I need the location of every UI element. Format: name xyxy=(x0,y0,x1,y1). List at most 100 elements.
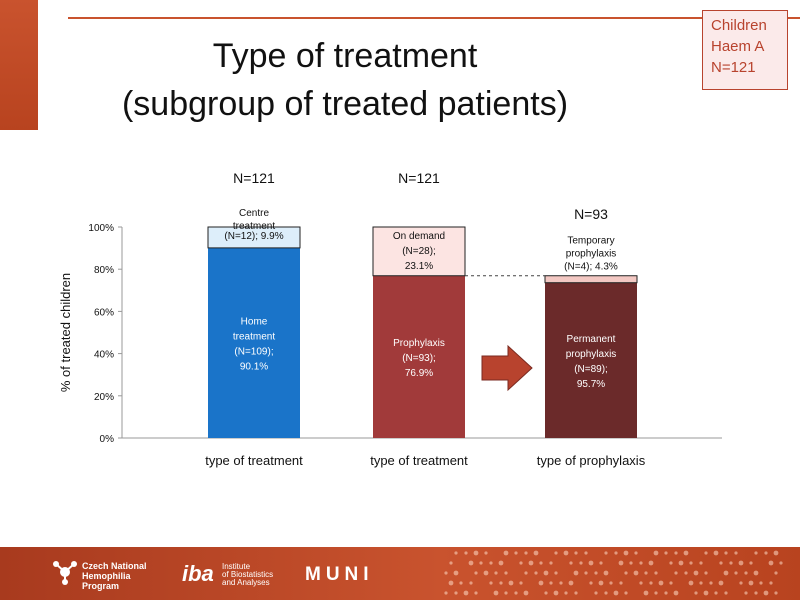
footer-dot xyxy=(629,561,633,565)
footer-dot xyxy=(703,590,709,596)
footer-dot xyxy=(624,571,628,575)
footer-dot xyxy=(713,550,719,556)
footer-dot xyxy=(724,591,728,595)
footer-dot xyxy=(479,561,483,565)
footer-dot xyxy=(528,560,534,566)
footer-dot xyxy=(503,550,509,556)
segment-callout-label: Temporary xyxy=(567,236,614,247)
footer-dot xyxy=(519,561,523,565)
footer-dot xyxy=(723,570,729,576)
footer-dot xyxy=(463,590,469,596)
footer-dot xyxy=(744,591,748,595)
footer-dot xyxy=(739,581,743,585)
sample-size-label: N=121 xyxy=(398,170,440,186)
footer-dot xyxy=(554,571,558,575)
footer-bar: Czech National Hemophilia Program iba In… xyxy=(0,547,800,600)
footer-dot xyxy=(664,591,668,595)
footer-dot xyxy=(719,561,723,565)
footer-dot xyxy=(574,591,578,595)
footer-dot xyxy=(699,581,703,585)
footer-dot xyxy=(718,580,724,586)
footer-dot xyxy=(584,551,588,555)
footer-dot xyxy=(654,571,658,575)
footer-dot xyxy=(559,581,563,585)
segment-label: (N=89); xyxy=(574,364,608,375)
footer-dot xyxy=(714,591,718,595)
y-tick-label: 60% xyxy=(94,307,114,318)
footer-dot xyxy=(694,591,698,595)
sample-size-label: N=93 xyxy=(574,206,608,222)
footer-dot xyxy=(459,581,463,585)
hemophilia-program-name: Czech National Hemophilia Program xyxy=(82,561,147,591)
footer-dot xyxy=(493,590,499,596)
footer-dot xyxy=(729,561,733,565)
footer-dot xyxy=(444,571,448,575)
footer-dot xyxy=(658,580,664,586)
footer-dot xyxy=(588,560,594,566)
footer-dot xyxy=(648,560,654,566)
cohort-line-3: N=121 xyxy=(711,59,756,76)
segment-label: prophylaxis xyxy=(566,349,617,360)
y-tick-label: 100% xyxy=(88,223,114,234)
footer-dot xyxy=(574,551,578,555)
footer-dot xyxy=(448,580,454,586)
footer-dot xyxy=(759,581,763,585)
category-label: type of treatment xyxy=(370,453,468,468)
segment-label: Permanent xyxy=(567,334,616,345)
footer-dot xyxy=(748,580,754,586)
footer-dot xyxy=(643,590,649,596)
right-arrow-icon xyxy=(481,344,533,392)
footer-dot xyxy=(673,590,679,596)
footer-dot xyxy=(514,551,518,555)
footer-dot xyxy=(604,551,608,555)
footer-dot xyxy=(699,561,703,565)
footer-dot xyxy=(779,561,783,565)
footer-dot xyxy=(688,580,694,586)
segment-label: 90.1% xyxy=(240,361,268,372)
footer-dot-pattern xyxy=(444,550,783,596)
segment-label: Home xyxy=(241,316,268,327)
footer-dot xyxy=(453,570,459,576)
footer-dot xyxy=(623,550,629,556)
footer-dot xyxy=(563,550,569,556)
footer-dot xyxy=(614,551,618,555)
footer-dot xyxy=(533,550,539,556)
footer-dot xyxy=(764,551,768,555)
footer-dot xyxy=(678,560,684,566)
footer-dot xyxy=(613,590,619,596)
stacked-bar-chart: 0% 20% 40% 60% 80% 100% % of treated children H… xyxy=(58,170,722,468)
footer-dot xyxy=(624,591,628,595)
segment-label: On demand xyxy=(393,231,445,242)
segment-label: 23.1% xyxy=(405,261,433,272)
segment-label: (N=28); xyxy=(402,246,436,257)
bar-segment xyxy=(545,282,637,438)
y-axis-label: % of treated children xyxy=(58,273,73,392)
title-line-2: (subgroup of treated patients) xyxy=(121,85,569,123)
footer-dot xyxy=(604,591,608,595)
footer-dot xyxy=(568,580,574,586)
footer-dot xyxy=(749,561,753,565)
footer-dot xyxy=(689,561,693,565)
footer-dot xyxy=(449,561,453,565)
footer-dot xyxy=(738,560,744,566)
footer-dot xyxy=(599,561,603,565)
footer-dot xyxy=(598,580,604,586)
footer-dot xyxy=(704,571,708,575)
footer-dot xyxy=(633,570,639,576)
category-label: type of prophylaxis xyxy=(537,453,646,468)
footer-dot xyxy=(589,581,593,585)
footer-dot xyxy=(603,570,609,576)
footer-dot xyxy=(669,561,673,565)
footer-dot xyxy=(489,581,493,585)
footer-dot xyxy=(693,570,699,576)
footer-dot xyxy=(454,591,458,595)
footer-dot xyxy=(549,561,553,565)
footer-dot xyxy=(654,591,658,595)
footer-dot xyxy=(609,581,613,585)
muni-logo: MUNI xyxy=(305,564,374,585)
footer-dot xyxy=(734,571,738,575)
footer-dot xyxy=(684,571,688,575)
footer-dot xyxy=(768,560,774,566)
footer-dot xyxy=(549,581,553,585)
footer-dot xyxy=(584,571,588,575)
